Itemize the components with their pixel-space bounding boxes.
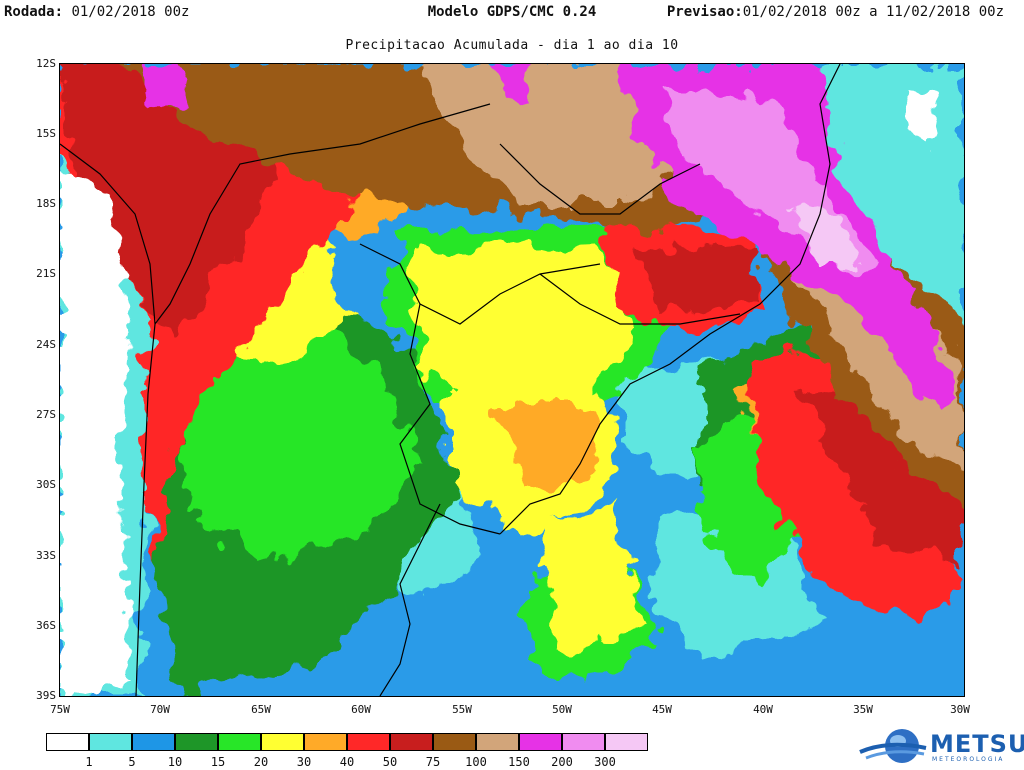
legend-swatch [132,733,175,751]
logo-tagline: METEOROLOGIA [932,756,1005,763]
brazil-coastline [499,64,841,535]
country-borders [60,64,841,696]
atlantic-150mm-area [780,244,964,464]
lon-label: 50W [552,703,572,716]
logo-wordmark: METSUL [930,730,1024,758]
legend-swatch [304,733,347,751]
legend-swatch [476,733,519,751]
globe-icon [859,729,927,763]
bahia-max-area [790,204,860,264]
lon-label: 75W [50,703,70,716]
lat-label: 21S [36,267,56,280]
legend-swatch [519,733,562,751]
brazil-state-border-1 [499,143,701,215]
legend-swatch [390,733,433,751]
legend-label: 200 [551,755,573,769]
coast-30mm-area [540,504,640,654]
lon-label: 70W [150,703,170,716]
legend-swatch [261,733,304,751]
forecast-period-label: Previsao: [666,4,743,20]
lon-label: 35W [853,703,873,716]
lat-label: 18S [36,197,56,210]
legend-label: 40 [339,755,355,769]
legend-label: 10 [167,755,183,769]
lat-label: 33S [36,549,56,562]
run-date: Rodada: 01/02/2018 00z [4,4,189,20]
legend-swatch [46,733,89,751]
map-subtitle: Precipitacao Acumulada - dia 1 ao dia 10 [345,38,679,53]
legend-swatch [347,733,390,751]
legend-swatch [433,733,476,751]
lat-label: 12S [36,57,56,70]
santa-catarina-40mm-area [490,404,600,494]
legend-label: 150 [508,755,530,769]
lon-label: 40W [753,703,773,716]
run-date-label: Rodada: [4,4,64,20]
run-date-value: 01/02/2018 00z [71,4,190,20]
legend-swatch [175,733,218,751]
precipitation-map [59,63,965,697]
legend-label: 15 [210,755,226,769]
metsul-logo: METSUL METEOROLOGIA [858,726,1024,766]
brazil-state-border-2 [539,273,741,325]
forecast-period-value: 01/02/2018 00z a 11/02/2018 00z [742,4,1004,20]
legend-swatch [218,733,261,751]
precipitation-field [60,64,964,696]
paraguay-30mm-area [410,244,640,414]
lat-label: 39S [36,689,56,702]
atlantic-dry-area [900,84,940,144]
legend-label: 5 [128,755,136,769]
minas-75mm-area [640,244,760,314]
legend-label: 20 [253,755,269,769]
legend-swatch [562,733,605,751]
lon-label: 60W [351,703,371,716]
legend-swatch [89,733,132,751]
model-title: Modelo GDPS/CMC 0.24 [427,4,597,20]
forecast-period: Previsao:01/02/2018 00z a 11/02/2018 00z [667,4,1004,20]
peru-200mm-area [140,64,190,114]
andes-border [154,103,491,325]
legend-label: 300 [594,755,616,769]
argentina-20mm-area [180,314,420,564]
lon-label: 45W [652,703,672,716]
lon-label: 65W [251,703,271,716]
lat-label: 36S [36,619,56,632]
legend-label: 1 [85,755,93,769]
argentina-brazil-border [399,303,501,535]
lat-label: 27S [36,408,56,421]
legend-label: 100 [465,755,487,769]
pacific-dry-area [60,164,130,696]
legend-label: 75 [425,755,441,769]
legend-swatch [605,733,648,751]
lon-label: 30W [950,703,970,716]
argentina-coastline [379,503,441,696]
lat-label: 30S [36,478,56,491]
legend-label: 30 [296,755,312,769]
lat-label: 24S [36,338,56,351]
legend-label: 50 [382,755,398,769]
amazon-200mm-area [490,64,540,104]
lat-label: 15S [36,127,56,140]
lon-label: 55W [452,703,472,716]
